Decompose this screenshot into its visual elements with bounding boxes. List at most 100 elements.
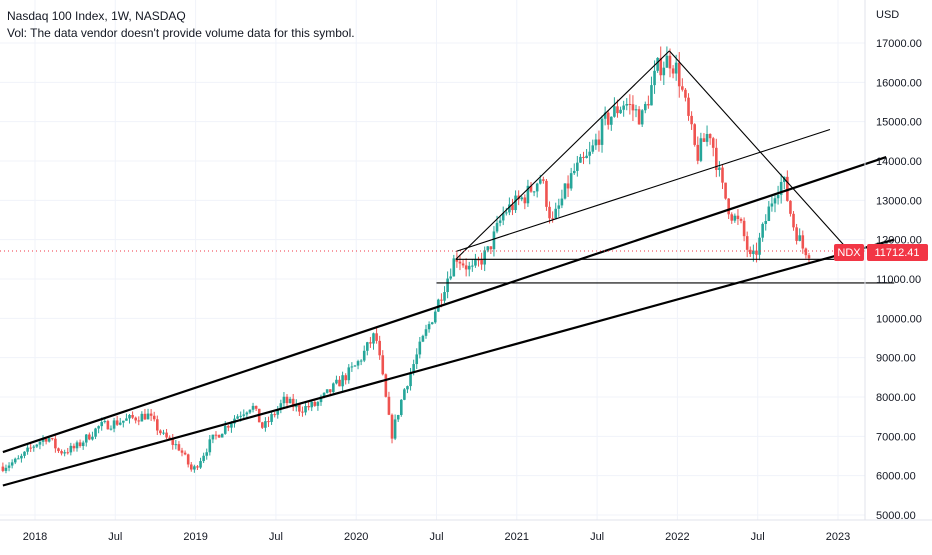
candle — [378, 335, 381, 360]
candle-body — [529, 185, 533, 192]
candle — [353, 364, 357, 367]
candle-body — [174, 444, 178, 446]
candle — [362, 345, 366, 363]
candle-body — [310, 401, 314, 408]
candle-body — [307, 405, 310, 408]
candle-body — [66, 452, 70, 454]
candle — [582, 151, 585, 165]
candle — [319, 394, 323, 406]
candle-body — [245, 412, 249, 415]
candle — [381, 350, 385, 376]
candle-body — [356, 361, 360, 366]
candle — [366, 341, 369, 356]
candle-body — [489, 246, 493, 250]
candle — [730, 212, 734, 224]
candle — [687, 93, 690, 121]
candle-body — [486, 246, 490, 251]
y-tick-label: 15000.00 — [876, 117, 922, 129]
candle — [390, 413, 394, 444]
candle — [54, 435, 57, 453]
candle-body — [387, 396, 391, 415]
candle — [643, 101, 647, 114]
candle-body — [196, 466, 199, 468]
candle-body — [501, 213, 505, 221]
trendline[interactable] — [2, 238, 895, 487]
candle-body — [412, 364, 415, 373]
candle — [165, 428, 168, 440]
candle — [504, 207, 508, 216]
candle-body — [572, 170, 576, 174]
candle-body — [492, 231, 496, 250]
candle — [112, 417, 116, 433]
candle — [143, 408, 147, 421]
trendline[interactable] — [668, 50, 847, 248]
candle-body — [75, 442, 79, 449]
candle — [214, 431, 218, 440]
candle — [109, 425, 113, 431]
candle-body — [523, 197, 527, 204]
candle-body — [186, 454, 190, 465]
candle-body — [718, 167, 721, 170]
candle-body — [81, 442, 85, 447]
last-price-badge-bg — [867, 244, 928, 261]
candle-body — [560, 198, 564, 206]
candle — [474, 253, 477, 268]
candle-body — [792, 213, 795, 228]
candle — [501, 206, 505, 226]
candle — [125, 413, 128, 421]
candle — [50, 437, 54, 441]
candle — [792, 211, 795, 231]
candle — [84, 433, 88, 447]
trendline[interactable] — [455, 50, 670, 260]
candle-body — [304, 405, 307, 413]
candle — [288, 396, 292, 404]
candle — [245, 411, 249, 418]
time-axis[interactable]: 2018 Jul 2019 Jul 2020 Jul 2021 Jul 2022 Jul 2023 — [23, 531, 850, 543]
trendline[interactable] — [455, 129, 831, 252]
candle — [739, 217, 743, 224]
currency-label: USD — [876, 9, 899, 21]
y-tick-label: 16000.00 — [876, 77, 922, 89]
candle — [452, 254, 456, 277]
candle-body — [270, 414, 273, 422]
candle-body — [616, 106, 619, 114]
symbol-badge: NDX — [834, 244, 864, 261]
candle-body — [276, 409, 280, 415]
candle — [576, 155, 579, 177]
candle-body — [69, 445, 73, 453]
trendline[interactable] — [2, 156, 887, 454]
candle-body — [514, 195, 517, 211]
candle — [276, 406, 280, 419]
candle — [619, 106, 622, 114]
candle — [721, 165, 724, 190]
candle-body — [690, 115, 693, 125]
candle — [690, 111, 693, 130]
candle-body — [406, 386, 409, 390]
candle — [193, 464, 196, 473]
candle-body — [208, 439, 212, 453]
candle-body — [779, 181, 783, 195]
candle-body — [631, 104, 635, 111]
trendlines-layer — [2, 50, 895, 487]
candle-body — [109, 428, 113, 430]
candle-body — [63, 452, 66, 454]
candle-body — [415, 354, 419, 365]
candle — [464, 258, 468, 277]
candle-body — [29, 447, 32, 449]
candle — [270, 410, 273, 425]
candle — [668, 48, 672, 78]
candle — [477, 256, 480, 267]
candle — [387, 391, 391, 416]
candle — [545, 178, 548, 211]
candle-body — [582, 156, 585, 159]
candle-body — [189, 464, 193, 470]
candle — [566, 175, 570, 197]
candle-body — [477, 259, 480, 261]
candle-body — [140, 413, 144, 422]
candle-body — [230, 423, 233, 428]
candle-body — [217, 435, 221, 438]
price-axis[interactable]: 5000.00 6000.00 7000.00 8000.00 9000.00 10000… — [876, 38, 922, 522]
candle — [554, 202, 558, 220]
candle — [461, 259, 465, 268]
